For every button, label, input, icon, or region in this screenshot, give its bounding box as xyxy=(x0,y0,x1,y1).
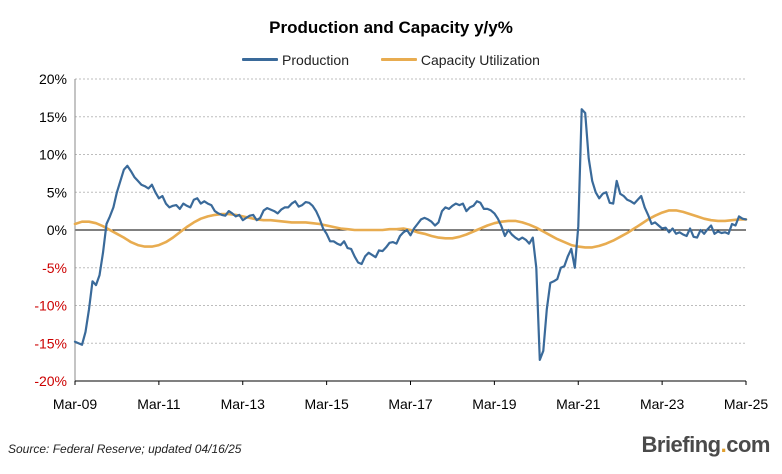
y-tick-label: -5% xyxy=(42,260,67,276)
y-tick-label: 10% xyxy=(39,147,67,163)
y-tick-label: -20% xyxy=(34,373,67,389)
legend-swatch-capacity-utilization xyxy=(380,58,417,61)
x-tick-label: Mar-23 xyxy=(640,396,685,412)
y-tick-label: -10% xyxy=(34,298,67,314)
x-tick-label: Mar-13 xyxy=(221,396,266,412)
y-tick-label: 15% xyxy=(39,109,67,125)
y-tick-label: 0% xyxy=(47,222,67,238)
x-tick-label: Mar-19 xyxy=(472,396,517,412)
y-tick-label: 20% xyxy=(39,71,67,87)
x-tick-label: Mar-21 xyxy=(556,396,601,412)
chart-legend: Production Capacity Utilization xyxy=(0,48,782,68)
y-tick-label: -15% xyxy=(34,335,67,351)
legend-label-capacity-utilization: Capacity Utilization xyxy=(420,51,540,68)
series-line-capacity-utilization xyxy=(73,209,748,249)
legend-label-production: Production xyxy=(282,51,349,68)
legend-swatch-production xyxy=(242,58,279,61)
brand-dot: . xyxy=(720,432,727,457)
x-tick-label: Mar-11 xyxy=(137,396,181,412)
x-tick-label: Mar-17 xyxy=(388,396,433,412)
briefing-logo: Briefing.com xyxy=(642,432,771,458)
chart-title: Production and Capacity y/y% xyxy=(269,18,513,37)
source-note: Source: Federal Reserve; updated 04/16/2… xyxy=(8,442,242,456)
brand-main: Briefing xyxy=(641,432,722,457)
legend-item-production: Production xyxy=(242,52,349,68)
brand-tld: com xyxy=(726,432,770,457)
legend-item-capacity-utilization: Capacity Utilization xyxy=(380,51,540,68)
series-line-production xyxy=(73,108,748,361)
x-tick-label: Mar-15 xyxy=(304,396,349,412)
x-tick-label: Mar-09 xyxy=(53,396,98,412)
x-tick-label: Mar-25 xyxy=(724,396,769,412)
y-tick-label: 5% xyxy=(47,184,67,200)
